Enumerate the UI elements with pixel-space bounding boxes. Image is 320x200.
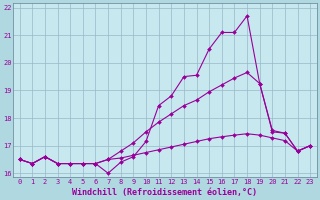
X-axis label: Windchill (Refroidissement éolien,°C): Windchill (Refroidissement éolien,°C) <box>72 188 258 197</box>
